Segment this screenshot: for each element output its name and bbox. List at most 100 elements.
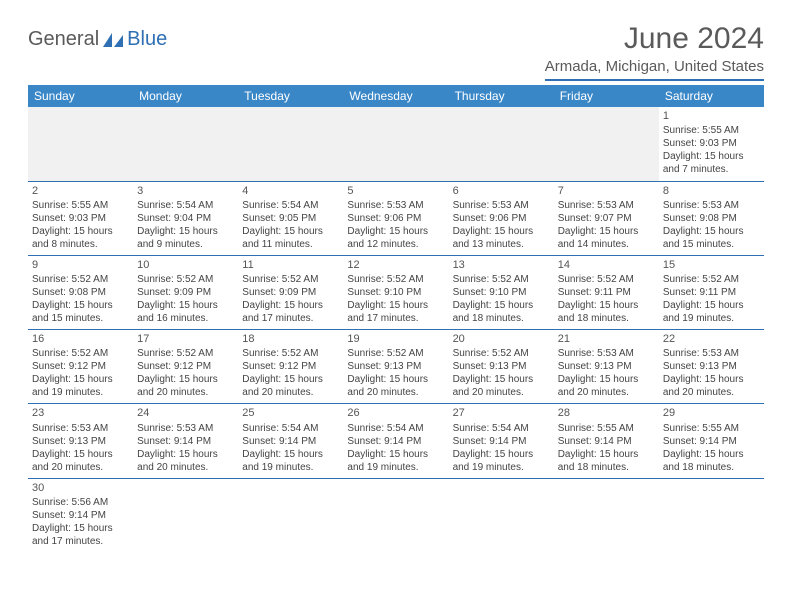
sunset-text: Sunset: 9:09 PM — [242, 286, 339, 299]
day-number: 21 — [558, 332, 655, 346]
daylight-text: and 17 minutes. — [32, 535, 129, 548]
sunset-text: Sunset: 9:13 PM — [32, 435, 129, 448]
daylight-text: and 16 minutes. — [137, 312, 234, 325]
daylight-text: Daylight: 15 hours — [453, 299, 550, 312]
calendar-day-cell: 8Sunrise: 5:53 AMSunset: 9:08 PMDaylight… — [659, 181, 764, 255]
daylight-text: Daylight: 15 hours — [347, 373, 444, 386]
daylight-text: and 20 minutes. — [347, 386, 444, 399]
daylight-text: and 14 minutes. — [558, 238, 655, 251]
location-subtitle: Armada, Michigan, United States — [545, 58, 764, 81]
daylight-text: and 20 minutes. — [137, 386, 234, 399]
logo-text-general: General — [28, 28, 99, 51]
calendar-day-cell — [659, 478, 764, 552]
sunrise-text: Sunrise: 5:52 AM — [663, 273, 760, 286]
sunrise-text: Sunrise: 5:54 AM — [347, 422, 444, 435]
day-number: 11 — [242, 258, 339, 272]
daylight-text: and 18 minutes. — [558, 312, 655, 325]
calendar-day-cell: 21Sunrise: 5:53 AMSunset: 9:13 PMDayligh… — [554, 330, 659, 404]
sunset-text: Sunset: 9:05 PM — [242, 212, 339, 225]
weekday-sunday: Sunday — [28, 85, 133, 107]
sunrise-text: Sunrise: 5:52 AM — [453, 347, 550, 360]
daylight-text: Daylight: 15 hours — [453, 373, 550, 386]
sunrise-text: Sunrise: 5:55 AM — [558, 422, 655, 435]
daylight-text: Daylight: 15 hours — [347, 225, 444, 238]
daylight-text: Daylight: 15 hours — [32, 373, 129, 386]
sunrise-text: Sunrise: 5:56 AM — [32, 496, 129, 509]
sunrise-text: Sunrise: 5:52 AM — [558, 273, 655, 286]
sunrise-text: Sunrise: 5:53 AM — [137, 422, 234, 435]
month-title: June 2024 — [545, 22, 764, 56]
daylight-text: and 20 minutes. — [453, 386, 550, 399]
day-number: 8 — [663, 184, 760, 198]
calendar-day-cell: 1Sunrise: 5:55 AMSunset: 9:03 PMDaylight… — [659, 107, 764, 181]
sunset-text: Sunset: 9:14 PM — [558, 435, 655, 448]
daylight-text: Daylight: 15 hours — [453, 448, 550, 461]
day-number: 19 — [347, 332, 444, 346]
sunrise-text: Sunrise: 5:53 AM — [32, 422, 129, 435]
day-number: 15 — [663, 258, 760, 272]
daylight-text: and 15 minutes. — [663, 238, 760, 251]
daylight-text: Daylight: 15 hours — [347, 299, 444, 312]
calendar-day-cell — [238, 478, 343, 552]
daylight-text: and 17 minutes. — [347, 312, 444, 325]
sunset-text: Sunset: 9:10 PM — [453, 286, 550, 299]
sunrise-text: Sunrise: 5:53 AM — [453, 199, 550, 212]
calendar-day-cell — [238, 107, 343, 181]
calendar-week-row: 30Sunrise: 5:56 AMSunset: 9:14 PMDayligh… — [28, 478, 764, 552]
daylight-text: and 7 minutes. — [663, 163, 760, 176]
header: General Blue June 2024 Armada, Michigan,… — [28, 22, 764, 81]
calendar-day-cell: 29Sunrise: 5:55 AMSunset: 9:14 PMDayligh… — [659, 404, 764, 478]
sunset-text: Sunset: 9:14 PM — [663, 435, 760, 448]
calendar-day-cell: 14Sunrise: 5:52 AMSunset: 9:11 PMDayligh… — [554, 255, 659, 329]
calendar-day-cell: 30Sunrise: 5:56 AMSunset: 9:14 PMDayligh… — [28, 478, 133, 552]
day-number: 3 — [137, 184, 234, 198]
calendar-day-cell — [28, 107, 133, 181]
daylight-text: Daylight: 15 hours — [242, 299, 339, 312]
daylight-text: and 19 minutes. — [453, 461, 550, 474]
sunset-text: Sunset: 9:13 PM — [558, 360, 655, 373]
weekday-header-row: Sunday Monday Tuesday Wednesday Thursday… — [28, 85, 764, 107]
sunrise-text: Sunrise: 5:52 AM — [137, 273, 234, 286]
daylight-text: Daylight: 15 hours — [558, 448, 655, 461]
sunset-text: Sunset: 9:13 PM — [453, 360, 550, 373]
day-number: 13 — [453, 258, 550, 272]
weekday-tuesday: Tuesday — [238, 85, 343, 107]
day-number: 12 — [347, 258, 444, 272]
calendar-day-cell — [449, 107, 554, 181]
daylight-text: and 19 minutes. — [32, 386, 129, 399]
calendar-day-cell: 15Sunrise: 5:52 AMSunset: 9:11 PMDayligh… — [659, 255, 764, 329]
calendar-day-cell: 5Sunrise: 5:53 AMSunset: 9:06 PMDaylight… — [343, 181, 448, 255]
sunset-text: Sunset: 9:08 PM — [32, 286, 129, 299]
daylight-text: Daylight: 15 hours — [347, 448, 444, 461]
sail-icon — [102, 32, 124, 48]
calendar-week-row: 16Sunrise: 5:52 AMSunset: 9:12 PMDayligh… — [28, 330, 764, 404]
daylight-text: Daylight: 15 hours — [137, 299, 234, 312]
calendar-week-row: 1Sunrise: 5:55 AMSunset: 9:03 PMDaylight… — [28, 107, 764, 181]
sunrise-text: Sunrise: 5:52 AM — [347, 273, 444, 286]
calendar-day-cell — [554, 107, 659, 181]
sunset-text: Sunset: 9:12 PM — [32, 360, 129, 373]
sunset-text: Sunset: 9:06 PM — [347, 212, 444, 225]
sunset-text: Sunset: 9:12 PM — [242, 360, 339, 373]
daylight-text: Daylight: 15 hours — [663, 373, 760, 386]
sunset-text: Sunset: 9:13 PM — [663, 360, 760, 373]
weekday-monday: Monday — [133, 85, 238, 107]
sunrise-text: Sunrise: 5:54 AM — [242, 422, 339, 435]
calendar-body: 1Sunrise: 5:55 AMSunset: 9:03 PMDaylight… — [28, 107, 764, 552]
sunset-text: Sunset: 9:08 PM — [663, 212, 760, 225]
day-number: 5 — [347, 184, 444, 198]
weekday-friday: Friday — [554, 85, 659, 107]
day-number: 10 — [137, 258, 234, 272]
calendar-day-cell: 23Sunrise: 5:53 AMSunset: 9:13 PMDayligh… — [28, 404, 133, 478]
day-number: 7 — [558, 184, 655, 198]
calendar-day-cell — [449, 478, 554, 552]
calendar-day-cell: 22Sunrise: 5:53 AMSunset: 9:13 PMDayligh… — [659, 330, 764, 404]
sunrise-text: Sunrise: 5:53 AM — [347, 199, 444, 212]
sunrise-text: Sunrise: 5:52 AM — [347, 347, 444, 360]
sunset-text: Sunset: 9:09 PM — [137, 286, 234, 299]
sunrise-text: Sunrise: 5:52 AM — [32, 347, 129, 360]
calendar-day-cell: 16Sunrise: 5:52 AMSunset: 9:12 PMDayligh… — [28, 330, 133, 404]
daylight-text: and 8 minutes. — [32, 238, 129, 251]
daylight-text: and 12 minutes. — [347, 238, 444, 251]
calendar-day-cell: 13Sunrise: 5:52 AMSunset: 9:10 PMDayligh… — [449, 255, 554, 329]
